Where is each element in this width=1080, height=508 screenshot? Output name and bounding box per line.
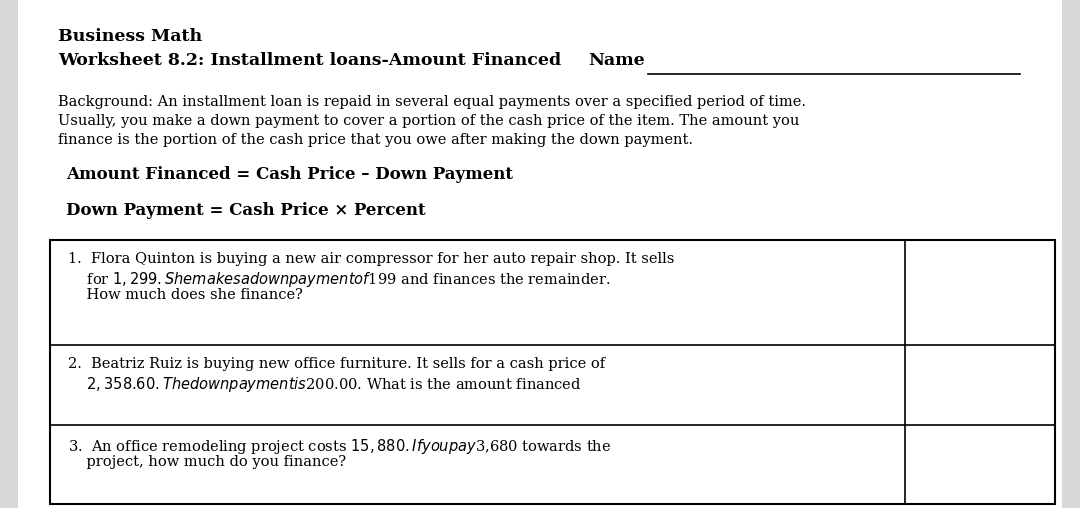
Text: 2.  Beatriz Ruiz is buying new office furniture. It sells for a cash price of: 2. Beatriz Ruiz is buying new office fur… xyxy=(68,357,605,371)
Text: project, how much do you finance?: project, how much do you finance? xyxy=(68,455,346,469)
Text: 3.  An office remodeling project costs $15,880. If you pay $3,680 towards the: 3. An office remodeling project costs $1… xyxy=(68,437,611,456)
Text: Business Math: Business Math xyxy=(58,28,202,45)
Bar xyxy=(905,425,1055,503)
Text: Amount Financed = Cash Price – Down Payment: Amount Financed = Cash Price – Down Paym… xyxy=(66,166,513,183)
Text: Background: An installment loan is repaid in several equal payments over a speci: Background: An installment loan is repai… xyxy=(58,95,806,109)
Text: for $1,299. She makes a down payment of $199 and finances the remainder.: for $1,299. She makes a down payment of … xyxy=(68,270,610,289)
Text: $2,358.60. The down payment is $200.00. What is the amount financed: $2,358.60. The down payment is $200.00. … xyxy=(68,375,581,394)
Bar xyxy=(50,240,1055,504)
Bar xyxy=(905,345,1055,425)
Text: Worksheet 8.2: Installment loans-Amount Financed: Worksheet 8.2: Installment loans-Amount … xyxy=(58,52,562,69)
Text: 1.  Flora Quinton is buying a new air compressor for her auto repair shop. It se: 1. Flora Quinton is buying a new air com… xyxy=(68,252,674,266)
Text: How much does she finance?: How much does she finance? xyxy=(68,288,302,302)
Text: finance is the portion of the cash price that you owe after making the down paym: finance is the portion of the cash price… xyxy=(58,133,693,147)
Text: Name: Name xyxy=(588,52,645,69)
Text: Usually, you make a down payment to cover a portion of the cash price of the ite: Usually, you make a down payment to cove… xyxy=(58,114,799,128)
Bar xyxy=(905,240,1055,345)
Text: Down Payment = Cash Price × Percent: Down Payment = Cash Price × Percent xyxy=(66,202,426,219)
